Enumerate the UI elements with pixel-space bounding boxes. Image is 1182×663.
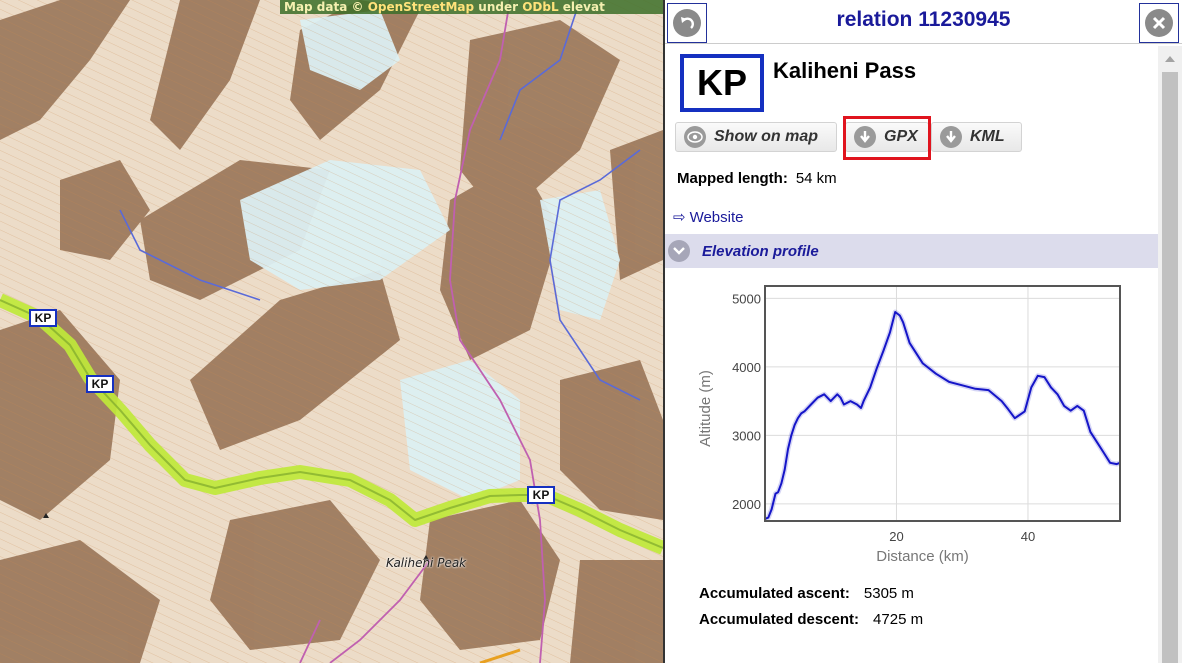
download-icon (940, 126, 962, 148)
map-view[interactable]: Map data © OpenStreetMap under ODbL elev… (0, 0, 663, 663)
attribution-mid: under (474, 0, 523, 14)
back-arrow-icon (673, 9, 701, 37)
terrain-map[interactable] (0, 0, 663, 663)
osm-link[interactable]: OpenStreetMap (367, 0, 475, 14)
y-tick-label: 4000 (732, 360, 761, 375)
tracks (299, 0, 546, 663)
x-tick-label: 40 (1021, 529, 1035, 544)
route-name: Kaliheni Pass (773, 58, 917, 83)
x-tick-label: 20 (889, 529, 903, 544)
y-tick-label: 5000 (732, 291, 761, 306)
scrollbar-thumb[interactable] (1162, 72, 1178, 663)
gpx-label: GPX (884, 128, 918, 145)
elevation-chart: 2000 3000 4000 5000 20 40 Distance (km) Altitud… (697, 285, 1121, 565)
website-link[interactable]: ⇨ Website (673, 208, 744, 226)
plot-frame (764, 285, 1121, 522)
x-axis-label: Distance (km) (876, 548, 969, 565)
route-marker[interactable]: KP (29, 309, 57, 327)
route-badge: KP (680, 54, 764, 112)
scrollbar[interactable] (1158, 46, 1182, 663)
panel-header: relation 11230945 (665, 0, 1182, 44)
elevation-profile-header[interactable]: Elevation profile (665, 234, 1158, 268)
panel-divider[interactable] (663, 0, 665, 663)
accumulated-descent: Accumulated descent: 4725 m (699, 611, 923, 628)
elevation-profile-label: Elevation profile (702, 242, 819, 260)
mapped-length-value: 54 km (795, 170, 837, 187)
mapped-length: Mapped length: 54 km (677, 170, 837, 187)
scroll-up-arrow-icon[interactable] (1165, 56, 1175, 62)
plot-background (765, 286, 1120, 521)
route-marker[interactable]: KP (86, 375, 114, 393)
panel-title: relation 11230945 (836, 8, 1011, 31)
panel-content: KP Kaliheni Pass Show on map GPX KML Map… (665, 46, 1158, 663)
download-icon (854, 126, 876, 148)
odbl-link[interactable]: ODbL (522, 0, 559, 14)
ascent-value: 5305 m (863, 585, 914, 602)
show-on-map-label: Show on map (714, 128, 818, 145)
attribution-prefix: Map data © (284, 0, 368, 14)
arrow-right-icon: ⇨ (673, 209, 686, 226)
gpx-download-button[interactable]: GPX (845, 122, 929, 152)
route-marker[interactable]: KP (527, 486, 555, 504)
y-axis-label: Altitude (m) (697, 370, 714, 447)
chevron-down-icon (668, 240, 690, 262)
back-button[interactable] (667, 3, 707, 43)
kml-download-button[interactable]: KML (931, 122, 1022, 152)
details-panel: relation 11230945 KP Kaliheni Pass Show … (665, 0, 1182, 663)
website-label: Website (689, 209, 744, 226)
accumulated-ascent: Accumulated ascent: 5305 m (699, 585, 914, 602)
descent-label: Accumulated descent: (699, 611, 860, 628)
y-tick-label: 2000 (732, 497, 761, 512)
close-button[interactable] (1139, 3, 1179, 43)
kml-label: KML (970, 128, 1005, 145)
peak-label: Kaliheni Peak (386, 556, 467, 570)
ascent-label: Accumulated ascent: (699, 585, 850, 602)
map-attribution: Map data © OpenStreetMap under ODbL elev… (280, 0, 663, 14)
gpx-highlight-box (843, 116, 931, 160)
series-line (764, 311, 1121, 520)
rivers (119, 0, 641, 401)
mapped-length-label: Mapped length: (677, 170, 788, 187)
descent-value: 4725 m (873, 611, 924, 628)
show-on-map-button[interactable]: Show on map (675, 122, 837, 152)
eye-icon (684, 126, 706, 148)
y-tick-label: 3000 (732, 428, 761, 443)
close-icon (1145, 9, 1173, 37)
attribution-suffix: elevat (558, 0, 605, 14)
